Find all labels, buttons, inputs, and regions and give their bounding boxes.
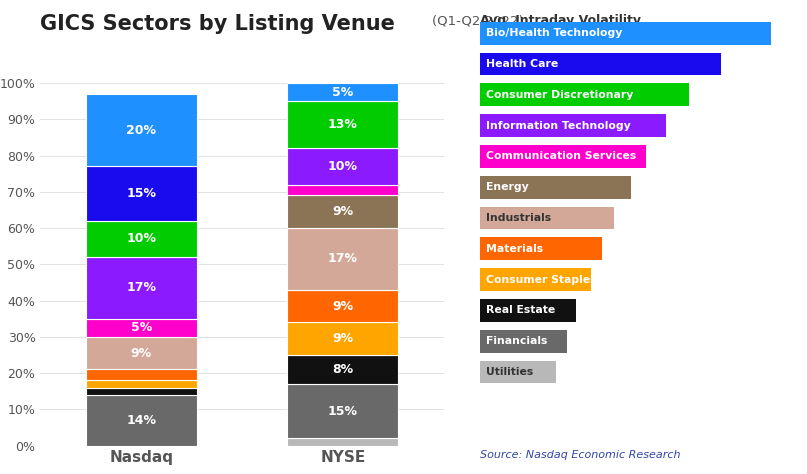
Text: Financials: Financials xyxy=(486,336,547,346)
Text: 10%: 10% xyxy=(328,160,358,173)
Bar xyxy=(287,290,399,322)
Bar xyxy=(86,388,197,395)
Text: Consumer Discretionary: Consumer Discretionary xyxy=(486,90,633,100)
Bar xyxy=(287,355,399,384)
Text: 20%: 20% xyxy=(126,124,157,137)
Text: 9%: 9% xyxy=(332,300,353,312)
Bar xyxy=(86,221,197,257)
Text: Industrials: Industrials xyxy=(486,213,551,223)
Text: Source: Nasdaq Economic Research: Source: Nasdaq Economic Research xyxy=(480,450,680,460)
Text: Consumer Staples: Consumer Staples xyxy=(486,274,596,285)
Bar xyxy=(86,257,197,319)
Text: Avg. Intraday Volatility: Avg. Intraday Volatility xyxy=(480,14,642,27)
Text: 9%: 9% xyxy=(332,332,353,345)
Bar xyxy=(287,101,399,148)
Text: 13%: 13% xyxy=(328,118,358,131)
Bar xyxy=(86,166,197,221)
Text: 15%: 15% xyxy=(328,405,358,418)
Bar xyxy=(287,195,399,228)
Text: 14%: 14% xyxy=(126,414,157,427)
Bar xyxy=(86,319,197,337)
Text: Utilities: Utilities xyxy=(486,367,533,377)
Text: Materials: Materials xyxy=(486,244,543,254)
Bar xyxy=(86,380,197,388)
Text: 15%: 15% xyxy=(126,187,157,200)
Text: 17%: 17% xyxy=(328,252,358,265)
Text: Health Care: Health Care xyxy=(486,59,558,69)
Text: Real Estate: Real Estate xyxy=(486,305,555,316)
Bar xyxy=(287,228,399,290)
Text: 9%: 9% xyxy=(332,205,353,218)
Bar xyxy=(287,148,399,184)
Bar xyxy=(287,322,399,355)
Bar xyxy=(86,369,197,380)
Text: Bio/Health Technology: Bio/Health Technology xyxy=(486,28,622,38)
Text: GICS Sectors by Listing Venue: GICS Sectors by Listing Venue xyxy=(40,14,395,34)
Text: (Q1-Q2 2022): (Q1-Q2 2022) xyxy=(432,14,524,27)
Bar xyxy=(86,337,197,369)
Text: 8%: 8% xyxy=(332,363,353,376)
Text: 10%: 10% xyxy=(126,232,157,246)
Text: Communication Services: Communication Services xyxy=(486,151,636,162)
Bar xyxy=(287,438,399,446)
Bar xyxy=(287,384,399,438)
Bar xyxy=(287,83,399,101)
Text: Energy: Energy xyxy=(486,182,529,192)
Text: Information Technology: Information Technology xyxy=(486,120,630,131)
Text: 9%: 9% xyxy=(131,346,152,360)
Text: 5%: 5% xyxy=(131,321,152,334)
Bar xyxy=(86,395,197,446)
Bar xyxy=(287,184,399,195)
Text: 5%: 5% xyxy=(332,86,353,99)
Bar xyxy=(86,94,197,166)
Text: 17%: 17% xyxy=(126,282,157,294)
